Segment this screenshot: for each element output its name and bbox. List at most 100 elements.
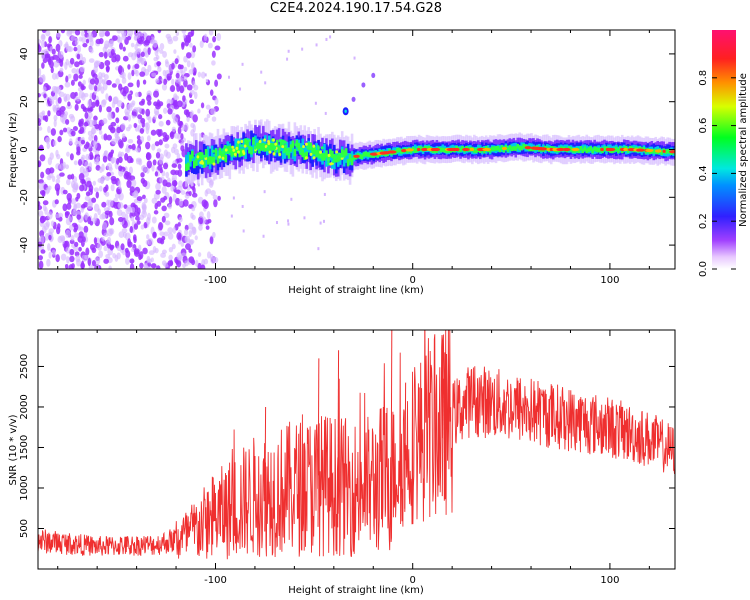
signal-track-segment bbox=[258, 141, 261, 150]
noise-blob bbox=[87, 111, 93, 120]
noise-blob bbox=[103, 43, 109, 50]
noise-blob bbox=[73, 73, 79, 82]
noise-blob bbox=[45, 85, 51, 91]
noise-blob bbox=[55, 163, 62, 170]
signal-track-segment bbox=[319, 150, 322, 159]
noise-blob bbox=[53, 60, 60, 68]
signal-track-segment bbox=[350, 151, 354, 164]
noise-blob bbox=[124, 247, 129, 254]
signal-highlight bbox=[273, 146, 277, 150]
noise-blob bbox=[85, 191, 91, 197]
noise-blob bbox=[103, 186, 108, 193]
noise-blob bbox=[88, 135, 94, 142]
secondary-signal-spot bbox=[371, 72, 376, 79]
noise-blob bbox=[113, 197, 119, 203]
signal-core bbox=[524, 146, 532, 150]
noise-blob bbox=[199, 211, 204, 218]
noise-blob bbox=[54, 213, 61, 219]
noise-blob bbox=[212, 194, 218, 200]
spectrogram-ytick-label: 40 bbox=[19, 48, 30, 61]
noise-blob bbox=[127, 93, 133, 101]
noise-blob bbox=[91, 260, 96, 267]
noise-blob bbox=[159, 43, 165, 50]
signal-track-segment bbox=[368, 152, 372, 158]
noise-blob bbox=[62, 189, 68, 195]
signal-highlight bbox=[222, 147, 226, 151]
signal-highlight bbox=[282, 150, 286, 154]
noise-blob bbox=[124, 213, 129, 222]
noise-blob bbox=[71, 263, 75, 269]
noise-blob bbox=[119, 42, 124, 50]
noise-blob bbox=[58, 50, 64, 59]
noise-blob bbox=[197, 262, 202, 269]
noise-blob bbox=[160, 238, 165, 245]
noise-blob bbox=[68, 138, 73, 145]
noise-blob bbox=[151, 72, 157, 78]
noise-blob bbox=[70, 130, 76, 137]
noise-blob bbox=[146, 135, 151, 142]
noise-blob bbox=[91, 101, 96, 108]
noise-blob bbox=[38, 210, 44, 218]
signal-track-segment bbox=[585, 148, 589, 154]
noise-blob bbox=[135, 69, 139, 77]
signal-track-segment bbox=[518, 145, 522, 151]
noise-blob bbox=[64, 264, 69, 269]
noise-blob bbox=[129, 206, 136, 214]
noise-blob bbox=[153, 101, 159, 107]
noise-blob bbox=[145, 108, 151, 117]
signal-track-segment bbox=[581, 148, 585, 154]
noise-blob bbox=[190, 50, 196, 59]
noise-blob bbox=[63, 111, 69, 117]
noise-blob bbox=[147, 47, 151, 55]
noise-blob bbox=[207, 42, 213, 49]
noise-blob bbox=[38, 161, 41, 167]
noise-blob bbox=[178, 180, 183, 188]
signal-highlight bbox=[278, 152, 282, 157]
noise-blob bbox=[113, 201, 120, 209]
noise-blob bbox=[211, 116, 217, 122]
noise-blob bbox=[66, 151, 70, 157]
signal-track-segment bbox=[333, 157, 336, 170]
noise-blob bbox=[136, 135, 141, 140]
signal-highlight bbox=[318, 155, 321, 159]
signal-track-segment bbox=[336, 154, 340, 162]
signal-track-segment bbox=[340, 149, 344, 157]
noise-blob bbox=[181, 124, 186, 131]
noise-blob bbox=[142, 164, 147, 173]
signal-track-segment bbox=[305, 151, 309, 160]
noise-speck bbox=[232, 196, 235, 200]
signal-highlight bbox=[201, 154, 205, 158]
noise-blob bbox=[111, 178, 117, 185]
colorbar-axes: 0.0 0.2 0.4 0.6 0.8 bbox=[698, 70, 736, 277]
spectrogram-ytick-label: 20 bbox=[19, 95, 30, 108]
noise-blob bbox=[43, 222, 50, 230]
signal-highlight bbox=[240, 144, 244, 148]
noise-blob bbox=[158, 222, 163, 231]
noise-blob bbox=[141, 98, 146, 104]
signal-highlight bbox=[248, 138, 251, 142]
signal-highlight bbox=[327, 158, 330, 162]
noise-blob bbox=[192, 71, 197, 76]
noise-blob bbox=[146, 234, 150, 240]
noise-speck bbox=[205, 79, 208, 83]
signal-highlight bbox=[340, 154, 344, 158]
snr-xtick-label: 100 bbox=[600, 575, 619, 586]
snr-ytick-label: 2500 bbox=[19, 354, 30, 379]
noise-blob bbox=[152, 159, 157, 166]
noise-blob bbox=[65, 119, 70, 125]
noise-speck bbox=[353, 56, 356, 60]
noise-blob bbox=[60, 30, 65, 34]
signal-highlight bbox=[332, 160, 335, 164]
noise-blob bbox=[80, 260, 85, 269]
noise-blob bbox=[210, 256, 216, 264]
signal-track-segment bbox=[210, 156, 214, 165]
noise-blob bbox=[98, 185, 103, 192]
noise-blob bbox=[145, 152, 152, 161]
signal-track-segment bbox=[342, 150, 346, 158]
signal-track-segment bbox=[327, 154, 330, 162]
noise-blob bbox=[163, 231, 169, 237]
noise-blob bbox=[85, 141, 90, 149]
noise-blob bbox=[71, 68, 77, 74]
noise-blob bbox=[178, 198, 183, 207]
noise-blob bbox=[146, 94, 152, 102]
